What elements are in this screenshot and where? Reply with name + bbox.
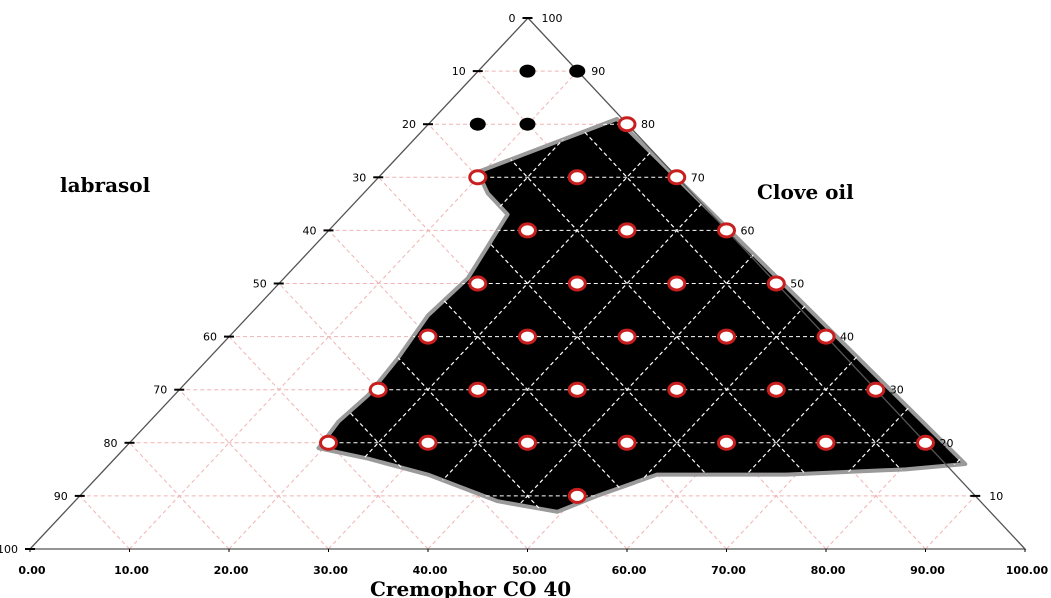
right-tick-label: 30 (890, 384, 904, 397)
open-point (717, 434, 736, 451)
microemulsion-region (316, 116, 968, 514)
lattice-line (377, 118, 966, 512)
bottom-tick-label: 70.00 (711, 564, 746, 577)
grid-line-diagonal (278, 283, 528, 550)
open-point (667, 275, 687, 292)
open-point (916, 434, 935, 451)
grid-line-diagonal (179, 389, 329, 550)
region-layer (316, 116, 968, 514)
open-point (617, 116, 637, 133)
right-tick-label: 40 (840, 331, 854, 344)
bottom-tick-label: 10.00 (114, 564, 149, 577)
filled-point (469, 117, 486, 131)
left-tick-label: 0 (509, 12, 516, 25)
right-tick-label: 70 (691, 171, 705, 184)
left-tick-label: 10 (452, 65, 466, 78)
open-point (468, 381, 488, 398)
bottom-tick-label: 0.00 (18, 564, 45, 577)
lattice-line (0, 0, 677, 549)
tick-marks: 0 10 20 30 40 50 60 70 80 90 100 100 90 80 70 60 50 40 30 2… (0, 12, 1049, 577)
open-point (816, 434, 836, 451)
open-point (567, 487, 587, 504)
open-point (617, 434, 637, 451)
bottom-tick-label: 40.00 (413, 564, 448, 577)
open-point (319, 434, 338, 451)
open-point (368, 381, 388, 398)
left-tick-label: 30 (352, 171, 366, 184)
open-point (816, 328, 836, 345)
lattice-line (576, 118, 966, 512)
grid-line-diagonal (726, 389, 877, 550)
right-tick-label: 50 (790, 278, 804, 291)
lattice-line (0, 0, 876, 549)
grid-line-diagonal (79, 495, 130, 550)
right-tick-label: 20 (940, 437, 954, 450)
right-tick-label: 90 (591, 65, 605, 78)
open-point (567, 275, 587, 292)
open-point (617, 328, 637, 345)
open-point (518, 434, 537, 451)
left-tick-label: 100 (0, 543, 18, 556)
left-tick-label: 70 (153, 384, 167, 397)
open-point (667, 381, 687, 398)
left-tick-label: 60 (203, 331, 217, 344)
bottom-tick-label: 50.00 (512, 564, 547, 577)
left-tick-label: 80 (104, 437, 118, 450)
bottom-tick-label: 100.00 (1006, 564, 1049, 577)
right-tick-label: 100 (542, 12, 563, 25)
right-axis-title: Clove oil (757, 180, 854, 204)
lattice-line (0, 0, 279, 549)
open-point (567, 381, 587, 398)
open-point (518, 328, 537, 345)
open-point (866, 381, 886, 398)
right-tick-label: 80 (641, 118, 655, 131)
lattice-line (0, 0, 975, 549)
bottom-tick-label: 60.00 (612, 564, 647, 577)
bottom-tick-label: 90.00 (910, 564, 945, 577)
open-point (518, 222, 537, 239)
grid-line-diagonal (925, 495, 976, 550)
data-points (319, 64, 935, 504)
lattice-line (318, 118, 966, 512)
open-point (766, 275, 786, 292)
left-tick-label: 50 (253, 278, 267, 291)
bottom-axis-title: Cremophor CO 40 (370, 577, 571, 598)
right-tick-label: 10 (989, 490, 1003, 503)
filled-point (519, 64, 536, 78)
lattice-line (477, 118, 966, 512)
open-point (667, 169, 687, 186)
bottom-tick-label: 20.00 (214, 564, 249, 577)
open-point (766, 381, 786, 398)
left-tick-label: 90 (54, 490, 68, 503)
bottom-tick-label: 30.00 (313, 564, 348, 577)
lattice-line (318, 118, 379, 512)
lattice-line (0, 0, 80, 549)
open-point (418, 328, 438, 345)
open-point (617, 222, 637, 239)
open-point (468, 169, 488, 186)
bottom-tick-label: 80.00 (811, 564, 846, 577)
open-point (468, 275, 488, 292)
filled-point (569, 64, 586, 78)
open-point (717, 222, 736, 239)
left-tick-label: 40 (303, 224, 317, 237)
left-axis-title: labrasol (60, 173, 151, 197)
open-point (717, 328, 736, 345)
open-point (418, 434, 438, 451)
left-tick-label: 20 (402, 118, 416, 131)
lattice-line (975, 0, 1051, 549)
lattice-line (0, 0, 776, 549)
open-point (567, 169, 587, 186)
filled-point (519, 117, 536, 131)
right-tick-label: 60 (741, 224, 755, 237)
